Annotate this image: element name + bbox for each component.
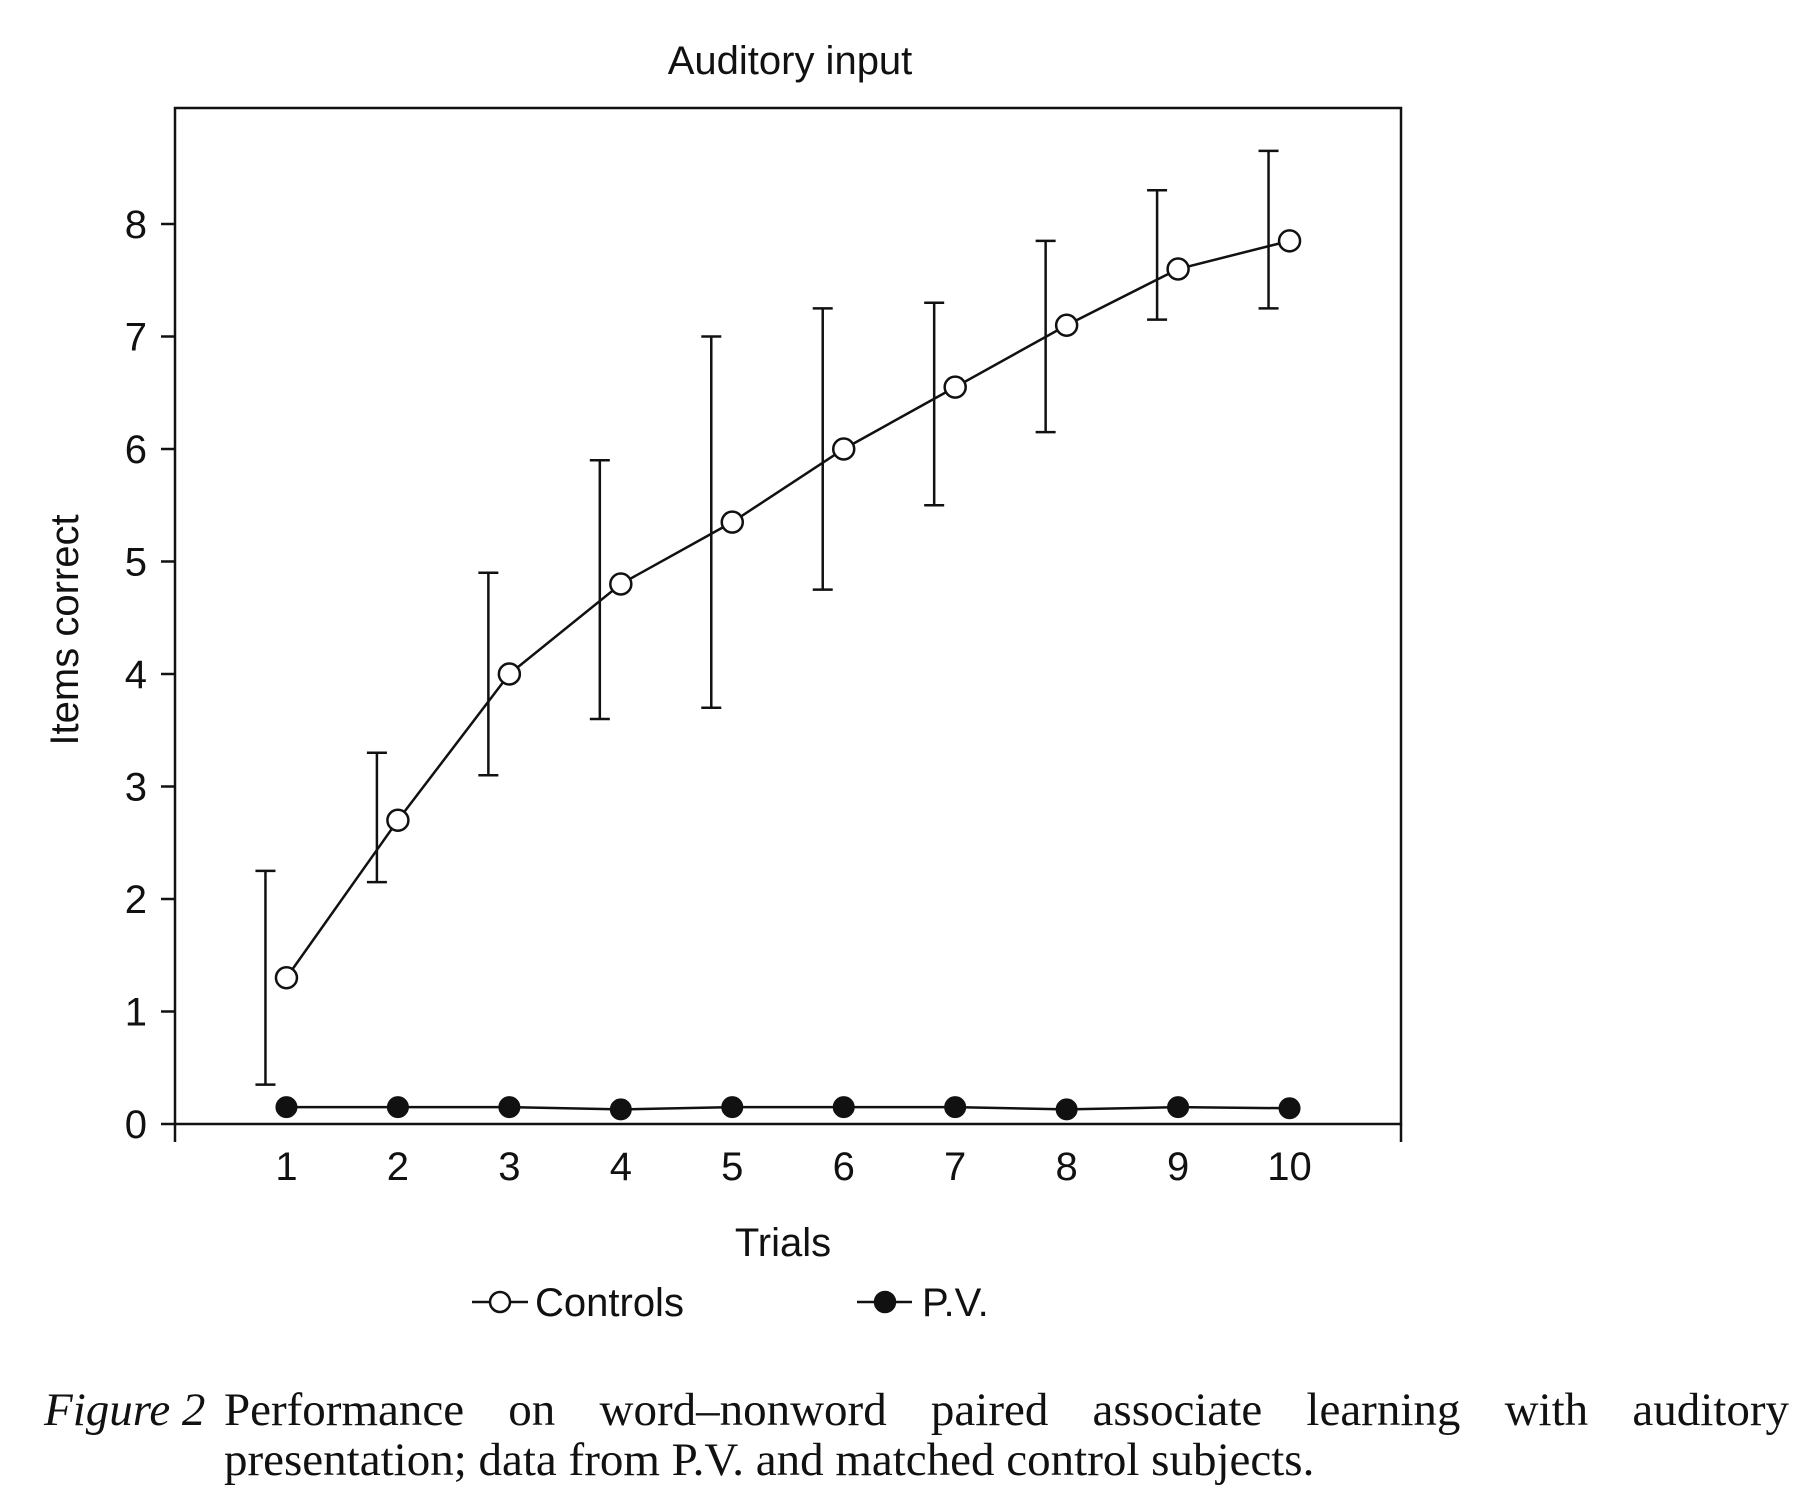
data-point-pv: [832, 1096, 855, 1119]
series-line-controls: [285, 239, 1290, 979]
chart-title: Auditory input: [668, 39, 913, 83]
y-axis-label: Items correct: [43, 514, 87, 745]
legend: Controls P.V.: [472, 1281, 989, 1325]
data-point-controls: [720, 510, 745, 534]
data-point-pv: [1055, 1098, 1078, 1121]
plot-frame: [173, 106, 1403, 1126]
data-point-pv: [1278, 1097, 1301, 1120]
data-point-controls: [831, 437, 856, 461]
x-tick-label: 1: [275, 1145, 297, 1189]
legend-label-pv: P.V.: [922, 1281, 989, 1325]
data-point-controls: [497, 662, 522, 686]
data-point-controls: [274, 966, 299, 990]
legend-item-controls: Controls: [472, 1281, 684, 1325]
y-tick-label: 8: [125, 203, 147, 247]
open-circle-marker-icon: [488, 1290, 512, 1314]
y-axis: 0 1 2 3 4 5 6 7 8: [125, 203, 175, 1147]
series-layer: [255, 149, 1302, 1121]
data-point-pv: [498, 1096, 521, 1119]
y-tick-label: 0: [125, 1103, 147, 1147]
data-point-pv: [1167, 1096, 1190, 1119]
x-tick-label: 3: [498, 1145, 520, 1189]
data-point-controls: [943, 375, 967, 399]
y-tick-label: 6: [125, 428, 147, 472]
x-tick-label: 9: [1167, 1145, 1189, 1189]
data-point-pv: [386, 1096, 409, 1119]
data-point-pv: [275, 1096, 298, 1119]
x-tick-label: 10: [1267, 1145, 1312, 1189]
y-tick-label: 7: [125, 316, 147, 360]
data-point-pv: [721, 1096, 744, 1119]
x-tick-label: 2: [387, 1145, 409, 1189]
y-tick-label: 4: [125, 653, 147, 697]
data-point-controls: [1166, 257, 1190, 281]
data-point-pv: [944, 1096, 967, 1119]
y-tick-label: 1: [125, 991, 147, 1035]
x-tick-label: 6: [833, 1145, 855, 1189]
series-line-pv: [286, 1105, 1290, 1111]
x-tick-label: 5: [721, 1145, 743, 1189]
y-tick-label: 3: [125, 766, 147, 810]
y-tick-label: 5: [125, 541, 147, 585]
legend-item-pv: P.V.: [857, 1281, 989, 1325]
legend-label-controls: Controls: [535, 1281, 684, 1325]
data-point-controls: [609, 572, 633, 596]
data-point-pv: [609, 1098, 632, 1121]
x-axis-label: Trials: [735, 1221, 831, 1265]
x-tick-label: 4: [610, 1145, 632, 1189]
caption-label: Figure 2: [44, 1384, 206, 1436]
data-point-controls: [1277, 229, 1302, 253]
y-tick-label: 2: [125, 878, 147, 922]
data-point-controls: [1054, 313, 1079, 337]
caption-text: Performance on word–nonword paired assoc…: [224, 1384, 1789, 1486]
x-tick-label: 7: [944, 1145, 966, 1189]
x-axis: 1 2 3 4 5 6 7 8 9 10: [173, 1124, 1403, 1189]
x-tick-label: 8: [1056, 1145, 1078, 1189]
filled-circle-marker-icon: [873, 1290, 897, 1314]
data-point-controls: [386, 808, 410, 832]
